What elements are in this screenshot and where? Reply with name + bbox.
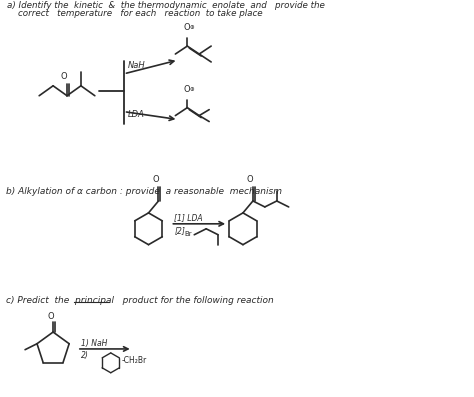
Text: NaH: NaH [128,61,145,70]
Text: correct   temperature   for each   reaction  to take place: correct temperature for each reaction to… [8,10,263,18]
Text: -CH₂Br: -CH₂Br [122,357,147,365]
Text: LDA: LDA [128,110,145,119]
Text: c) Predict  the  principal   product for the following reaction: c) Predict the principal product for the… [6,296,274,305]
Text: O: O [184,85,191,94]
Text: O: O [184,23,191,32]
Text: Br: Br [184,231,192,237]
Text: O: O [152,175,159,184]
Text: [2]: [2] [174,226,185,235]
Text: a) Identify the  kinetic  &  the thermodynamic  enolate  and   provide the: a) Identify the kinetic & the thermodyna… [8,1,325,10]
Text: O: O [246,175,253,184]
Text: O: O [61,72,67,81]
Text: ⊕: ⊕ [190,25,194,30]
Text: O: O [48,312,55,321]
Text: [1] LDA: [1] LDA [174,213,203,222]
Text: b) Alkylation of α carbon : provide  a reasonable  mechanism: b) Alkylation of α carbon : provide a re… [6,187,283,196]
Text: 1) NaH: 1) NaH [81,339,107,348]
Text: ⊕: ⊕ [190,87,194,92]
Text: 2): 2) [81,351,89,360]
